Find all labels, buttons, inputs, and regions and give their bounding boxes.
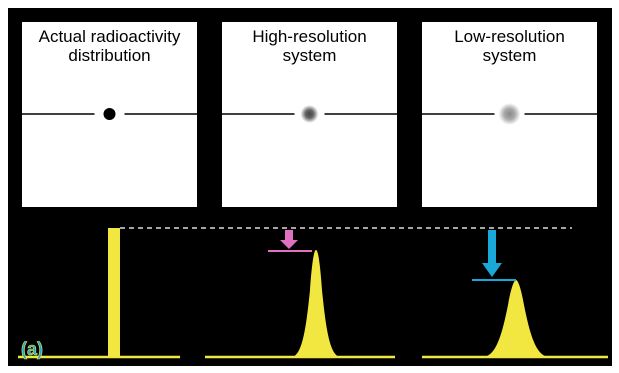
panel-title: system <box>483 46 537 65</box>
panel-title: system <box>283 46 337 65</box>
impulse <box>108 228 120 358</box>
panel-title: Low-resolution <box>454 27 565 46</box>
figure: Actual radioactivitydistribution High-res… <box>0 0 619 373</box>
figure-label: (a) <box>21 339 43 359</box>
source-spot <box>301 105 319 123</box>
panel-title: distribution <box>68 46 150 65</box>
source-spot <box>499 103 521 125</box>
panel-title: Actual radioactivity <box>39 27 181 46</box>
panel-title: High-resolution <box>252 27 366 46</box>
source-spot <box>104 108 116 120</box>
